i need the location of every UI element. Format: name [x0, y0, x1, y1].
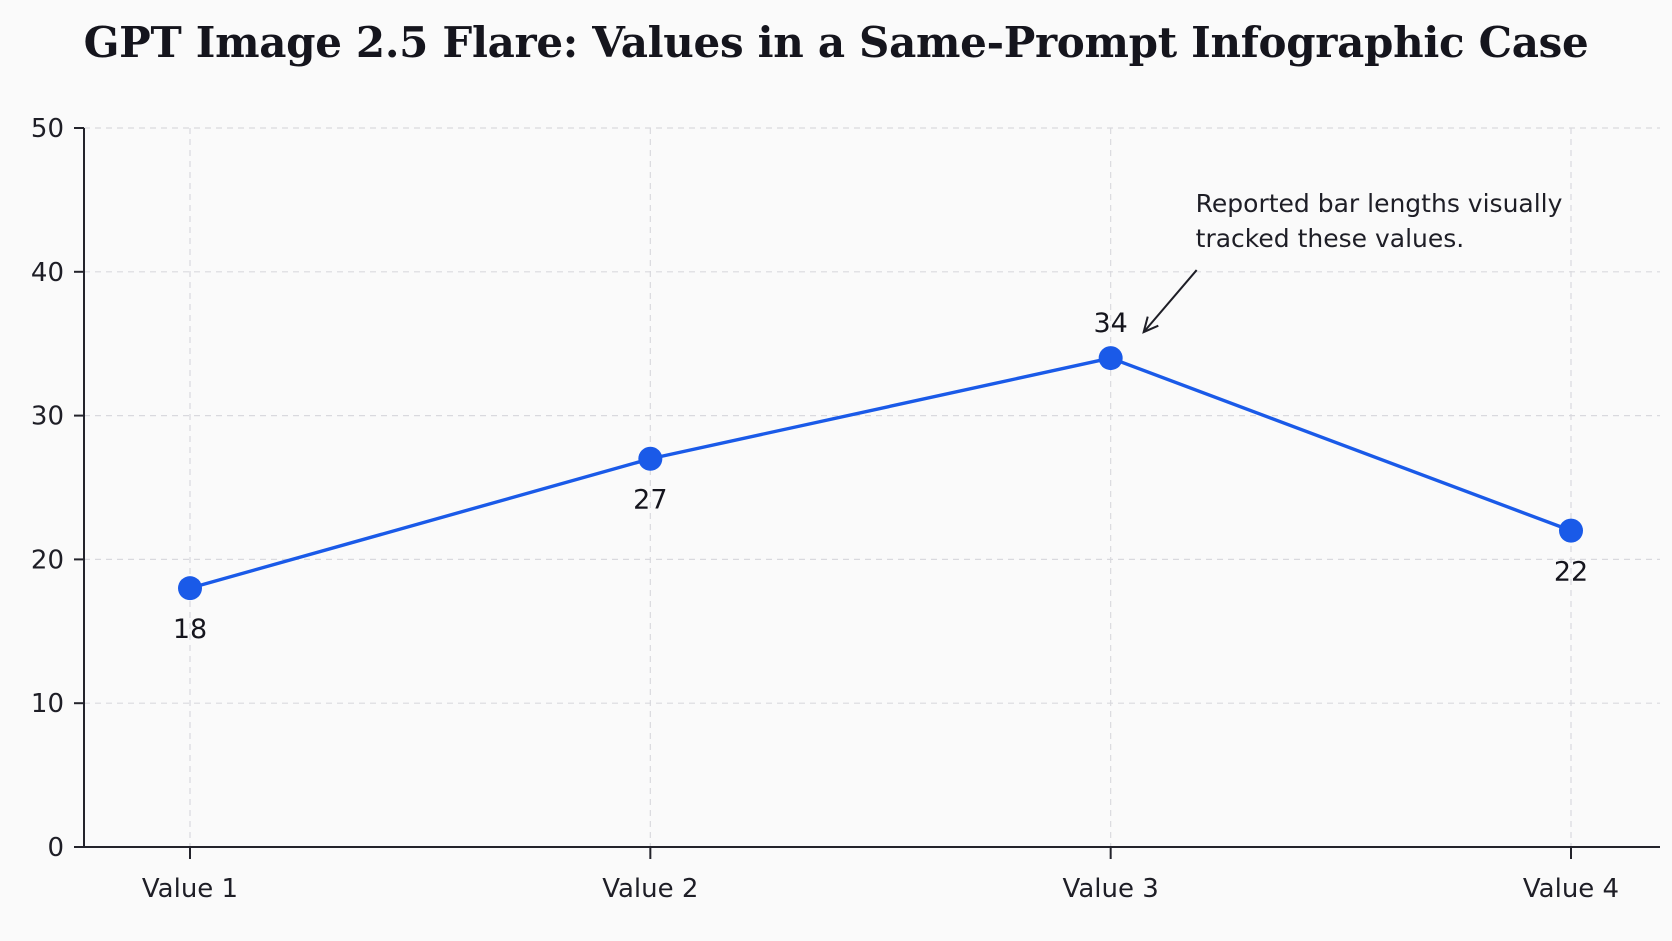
data-point	[1098, 346, 1123, 371]
axes: 0 10 20 30 40 50 Value 1 Value 2 Value 3 Value 4	[31, 114, 1660, 904]
data-labels: 18 27 34 22	[173, 308, 1588, 645]
data-point	[178, 576, 202, 601]
annotation: Reported bar lengths visually tracked the…	[1142, 189, 1563, 334]
annotation-arrowhead	[1142, 316, 1159, 334]
annotation-line: tracked these values.	[1196, 224, 1465, 253]
data-label: 34	[1093, 308, 1127, 339]
x-tick-label: Value 1	[142, 874, 238, 904]
data-label: 18	[173, 614, 207, 645]
series	[178, 346, 1583, 601]
annotation-line: Reported bar lengths visually	[1196, 189, 1563, 218]
series-line	[189, 356, 1572, 590]
data-label: 27	[633, 485, 667, 516]
y-tick-label: 50	[31, 114, 64, 144]
y-tick-label: 20	[31, 545, 64, 575]
annotation-arrow	[1142, 269, 1198, 333]
data-label: 22	[1554, 557, 1588, 588]
y-tick-label: 30	[31, 402, 64, 432]
data-point	[1559, 518, 1583, 543]
y-tick-label: 10	[31, 689, 64, 719]
x-tick-label: Value 2	[602, 874, 698, 904]
grid	[84, 127, 1660, 847]
chart-title: GPT Image 2.5 Flare: Values in a Same-Pr…	[83, 18, 1589, 67]
x-tick-label: Value 4	[1523, 874, 1619, 904]
x-tick-label: Value 3	[1063, 874, 1159, 904]
y-tick-label: 40	[31, 258, 64, 288]
y-tick-label: 0	[47, 833, 64, 863]
annotation-text: Reported bar lengths visually tracked the…	[1196, 189, 1563, 253]
data-point	[638, 446, 663, 471]
